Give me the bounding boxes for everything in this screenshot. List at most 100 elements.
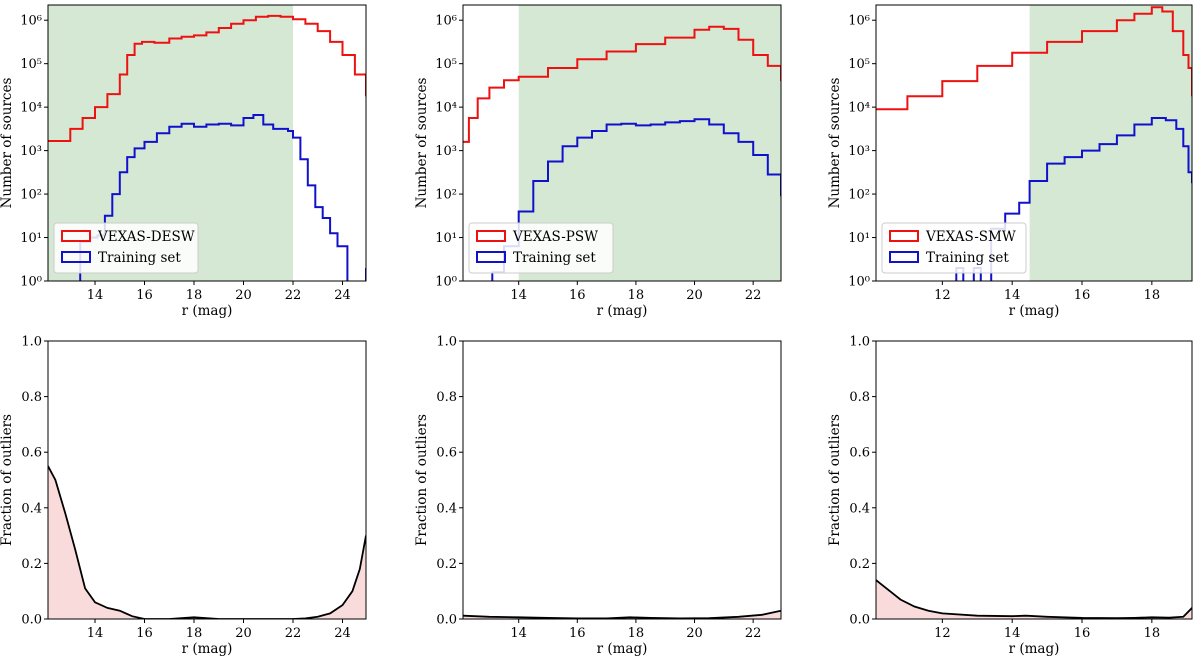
y-tick-label: 0.2 bbox=[849, 557, 870, 572]
x-tick-label: 18 bbox=[1144, 626, 1161, 641]
y-tick-label: 0.2 bbox=[436, 557, 457, 572]
plot-area bbox=[48, 465, 366, 619]
x-axis-label: r (mag) bbox=[597, 641, 648, 657]
x-tick-label: 20 bbox=[686, 626, 703, 641]
outlier-fraction-line bbox=[876, 579, 1192, 619]
y-tick-label: 0.6 bbox=[849, 446, 870, 461]
x-tick-label: 22 bbox=[285, 288, 302, 303]
y-tick-label: 1.0 bbox=[436, 335, 457, 350]
x-tick-label: 12 bbox=[934, 626, 951, 641]
x-tick-label: 14 bbox=[87, 288, 104, 303]
legend-swatch bbox=[476, 251, 506, 263]
x-tick-label: 18 bbox=[1144, 288, 1161, 303]
axes-frame bbox=[462, 4, 782, 282]
y-axis-label: Number of sources bbox=[414, 78, 430, 209]
panel-4: 14 16 18 20 22 24 0.0 0.2 0.4 0.6 0.8 1.0 r (mag) Fra… bbox=[0, 335, 367, 657]
x-tick-label: 14 bbox=[510, 626, 527, 641]
legend-swatch bbox=[476, 230, 506, 242]
y-tick-label: 0.0 bbox=[21, 613, 42, 628]
y-axis-label: Number of sources bbox=[827, 78, 843, 209]
legend-swatch bbox=[889, 230, 919, 242]
y-tick-label: 10⁰ bbox=[20, 275, 42, 290]
series-line-training bbox=[79, 114, 366, 281]
x-tick-label: 22 bbox=[285, 626, 302, 641]
y-tick-label: 0.8 bbox=[849, 390, 870, 405]
x-axis-label: r (mag) bbox=[182, 641, 233, 657]
y-tick-label: 10¹ bbox=[435, 231, 457, 246]
axes-frame bbox=[875, 4, 1193, 282]
plot-area bbox=[876, 579, 1192, 619]
legend: VEXAS-DESW Training set bbox=[53, 222, 199, 274]
y-tick-label: 0.8 bbox=[21, 390, 42, 405]
x-tick-label: 16 bbox=[1074, 626, 1091, 641]
legend-swatch bbox=[61, 251, 91, 263]
x-tick-label: 18 bbox=[628, 626, 645, 641]
y-axis-label: Fraction of outliers bbox=[827, 414, 843, 546]
axes-frame bbox=[462, 340, 782, 620]
y-tick-label: 10³ bbox=[848, 144, 870, 159]
y-tick-label: 1.0 bbox=[849, 335, 870, 350]
x-tick-label: 16 bbox=[569, 288, 586, 303]
y-tick-label: 10⁴ bbox=[435, 101, 457, 116]
y-tick-label: 10¹ bbox=[848, 231, 870, 246]
x-tick-label: 18 bbox=[628, 288, 645, 303]
shaded-region bbox=[1029, 5, 1192, 281]
series-line-training bbox=[491, 118, 781, 281]
x-tick-label: 14 bbox=[1004, 288, 1021, 303]
outlier-fraction-area bbox=[876, 580, 1192, 619]
y-axis-label: Fraction of outliers bbox=[0, 414, 15, 546]
legend-label: VEXAS-DESW bbox=[97, 229, 195, 245]
x-tick-label: 16 bbox=[569, 626, 586, 641]
x-axis-label: r (mag) bbox=[182, 303, 233, 319]
x-axis-label: r (mag) bbox=[1009, 303, 1060, 319]
y-tick-label: 0.8 bbox=[436, 390, 457, 405]
x-tick-label: 22 bbox=[745, 626, 762, 641]
y-tick-label: 10⁵ bbox=[848, 57, 870, 72]
outlier-fraction-line bbox=[48, 465, 366, 619]
legend-swatch bbox=[61, 230, 91, 242]
y-tick-label: 10² bbox=[435, 188, 457, 203]
axes-frame bbox=[875, 340, 1193, 620]
x-tick-label: 14 bbox=[510, 288, 527, 303]
x-tick-label: 14 bbox=[1004, 626, 1021, 641]
y-tick-label: 0.6 bbox=[436, 446, 457, 461]
y-tick-label: 10⁵ bbox=[20, 57, 42, 72]
y-tick-label: 0.6 bbox=[21, 446, 42, 461]
y-tick-label: 10³ bbox=[20, 144, 42, 159]
legend-label: Training set bbox=[513, 250, 596, 266]
legend: VEXAS-PSW Training set bbox=[468, 222, 614, 274]
y-tick-label: 1.0 bbox=[21, 335, 42, 350]
panel-2: 14 16 18 20 22 10⁰ 10¹ 10² 10³ 10⁴ 10⁵ 10⁶ r (mag) Nu… bbox=[414, 4, 782, 319]
legend: VEXAS-SMW Training set bbox=[881, 222, 1027, 274]
y-tick-label: 0.4 bbox=[849, 501, 870, 516]
y-tick-label: 10⁴ bbox=[848, 101, 870, 116]
y-tick-label: 10⁵ bbox=[435, 57, 457, 72]
x-tick-label: 20 bbox=[686, 288, 703, 303]
legend-label: VEXAS-PSW bbox=[512, 229, 598, 245]
panel-1: 14 16 18 20 22 24 10⁰ 10¹ 10² 10³ 10⁴ 10⁵ 10⁶ r (mag)… bbox=[0, 4, 367, 319]
plot-area bbox=[463, 609, 781, 619]
series-line-survey bbox=[48, 14, 366, 142]
y-axis-label: Fraction of outliers bbox=[414, 414, 430, 546]
legend-label: Training set bbox=[98, 250, 181, 266]
x-axis-label: r (mag) bbox=[1009, 641, 1060, 657]
y-tick-label: 10¹ bbox=[20, 231, 42, 246]
y-tick-label: 10² bbox=[848, 188, 870, 203]
outlier-fraction-area bbox=[48, 466, 366, 619]
legend-label: VEXAS-SMW bbox=[925, 229, 1016, 245]
x-tick-label: 16 bbox=[136, 288, 153, 303]
y-tick-label: 10³ bbox=[435, 144, 457, 159]
x-tick-label: 16 bbox=[136, 626, 153, 641]
axes-frame bbox=[47, 340, 367, 620]
x-tick-label: 20 bbox=[235, 288, 252, 303]
x-axis-label: r (mag) bbox=[597, 303, 648, 319]
x-tick-label: 18 bbox=[186, 626, 203, 641]
series-line-survey bbox=[463, 25, 781, 143]
x-tick-label: 18 bbox=[186, 288, 203, 303]
x-tick-label: 24 bbox=[334, 626, 351, 641]
outlier-fraction-line bbox=[463, 609, 781, 619]
legend-label: Training set bbox=[926, 250, 1009, 266]
panel-3: 12 14 16 18 10⁰ 10¹ 10² 10³ 10⁴ 10⁵ 10⁶ r (mag) Numb… bbox=[827, 4, 1193, 319]
x-tick-label: 24 bbox=[334, 288, 351, 303]
